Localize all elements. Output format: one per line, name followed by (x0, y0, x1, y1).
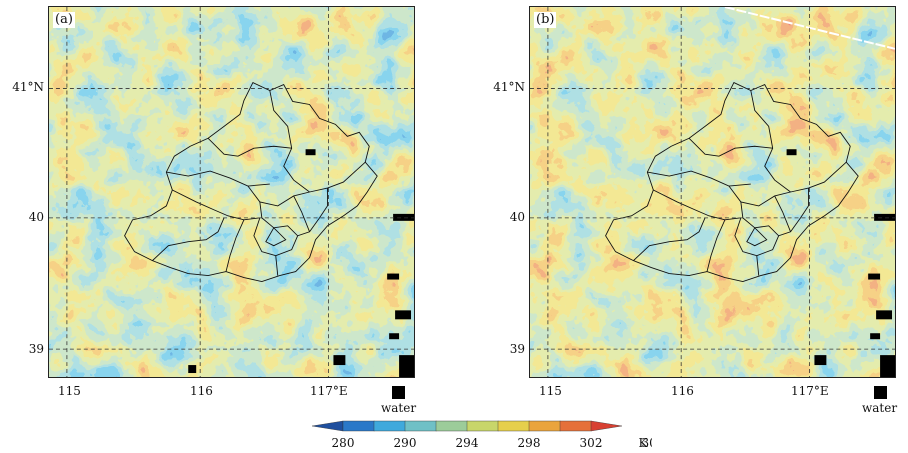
lon-label-115-b: 115 (539, 384, 562, 398)
colorbar-segment (404, 420, 437, 432)
colorbar-segment (342, 420, 375, 432)
grid-lines-b (530, 7, 895, 377)
lat-label-39-b: 39 (509, 342, 525, 356)
colorbar-segment (559, 420, 592, 432)
water-legend-label-a: water (381, 401, 417, 415)
water-patches-a (188, 149, 414, 377)
colorbar-segment (528, 420, 561, 432)
lst-map-b (530, 7, 895, 377)
colorbar-tick-label: 294 (456, 436, 479, 450)
colorbar-tick-label: 302 (580, 436, 603, 450)
district-boundaries-a (124, 82, 378, 282)
map-panel-a: (a) (48, 6, 415, 378)
colorbar: 280 290 294 298 302 306K (311, 420, 652, 450)
lat-label-39-a: 39 (28, 342, 44, 356)
panel-label-b: (b) (534, 12, 557, 28)
water-legend-swatch-b (874, 386, 887, 399)
lat-label-40-b: 40 (509, 210, 525, 224)
colorbar-segment (435, 420, 468, 432)
scan-track-line-b (724, 7, 895, 50)
district-boundaries-b (605, 82, 859, 282)
lat-label-41-b: 41°N (493, 80, 525, 94)
lst-map-a (49, 7, 414, 377)
lat-label-40-a: 40 (28, 210, 44, 224)
map-panel-b: (b) (529, 6, 896, 378)
grid-lines-a (49, 7, 414, 377)
lon-label-115-a: 115 (58, 384, 81, 398)
colorbar-tick-label: 298 (518, 436, 541, 450)
lon-label-116-b: 116 (671, 384, 694, 398)
lat-label-41-a: 41°N (12, 80, 44, 94)
colorbar-segment (466, 420, 499, 432)
lon-label-116-a: 116 (190, 384, 213, 398)
colorbar-tick-label: 290 (394, 436, 417, 450)
colorbar-segment (497, 420, 530, 432)
water-patches-b (786, 149, 895, 377)
water-legend-swatch-a (392, 386, 405, 399)
colorbar-tick-label: 306 (642, 436, 652, 450)
lon-label-117-b: 117°E (791, 384, 829, 398)
colorbar-segment (311, 420, 344, 432)
colorbar-segment (373, 420, 406, 432)
lon-label-117-a: 117°E (310, 384, 348, 398)
colorbar-tick-label: 280 (332, 436, 355, 450)
panel-label-a: (a) (53, 12, 75, 28)
colorbar-unit: K (639, 436, 649, 450)
water-legend-label-b: water (862, 401, 898, 415)
colorbar-segment (590, 420, 623, 432)
